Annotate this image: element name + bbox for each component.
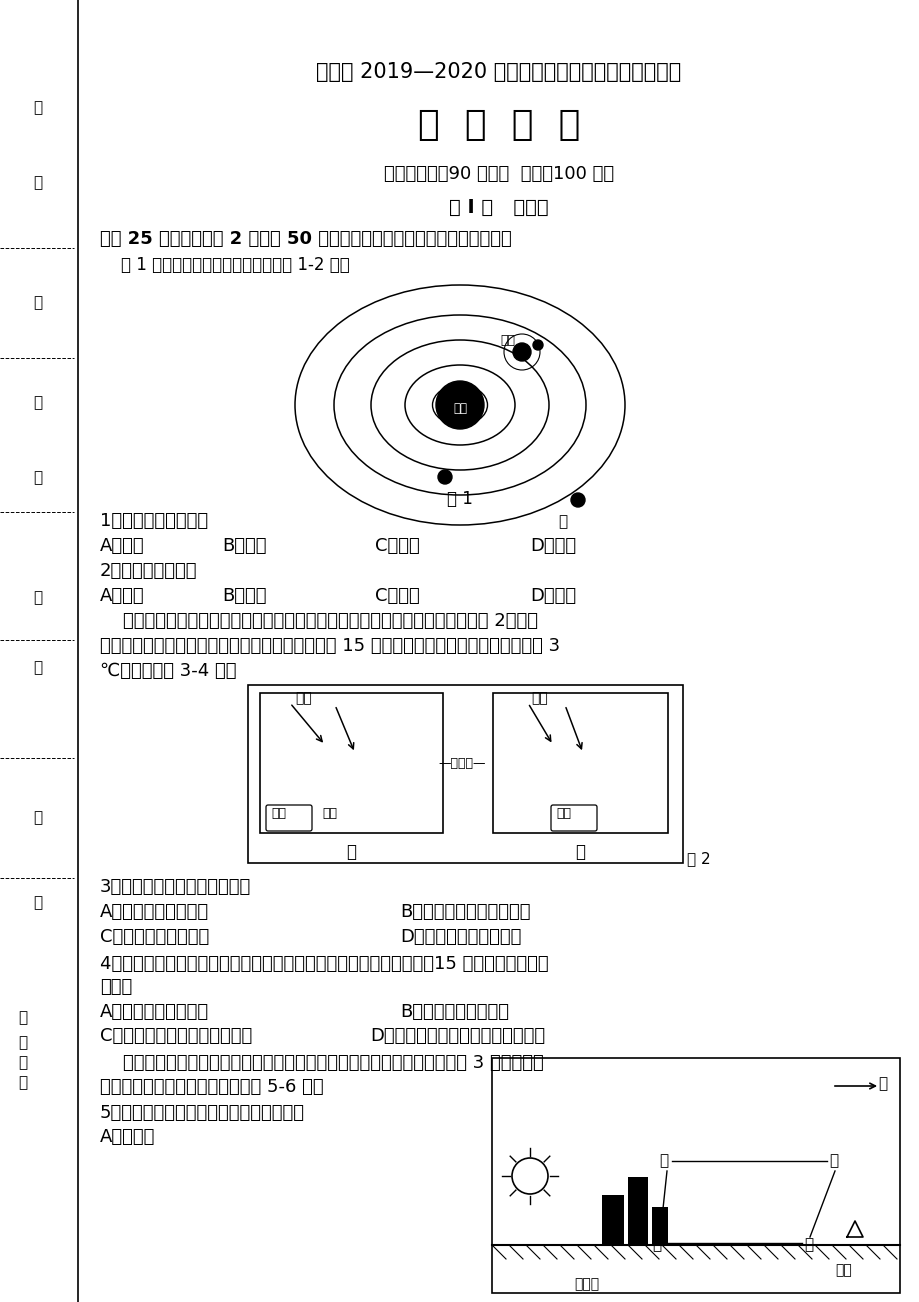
Text: B．甲箱土层辐射作用明显: B．甲箱土层辐射作用明显 — [400, 904, 530, 921]
Text: 4．若其他条件不变，在甲箱底部放入干燥沙子，乙箱底部铺上草皮，15 分钟后下列结论正: 4．若其他条件不变，在甲箱底部放入干燥沙子，乙箱底部铺上草皮，15 分钟后下列结… — [100, 954, 548, 973]
Circle shape — [437, 470, 451, 484]
Bar — [601, 1195, 623, 1245]
Text: 级: 级 — [33, 470, 42, 486]
Text: 图 1 为太阳系局部示意图，读图完成 1-2 题。: 图 1 为太阳系局部示意图，读图完成 1-2 题。 — [100, 256, 349, 273]
Text: ）: ） — [18, 1075, 28, 1090]
Text: 宁德市 2019—2020 学年度第一学期期末高一质量检测: 宁德市 2019—2020 学年度第一学期期末高一质量检测 — [316, 62, 681, 82]
Text: 某学校地理兴趣小组做了如下实验：取两个相同规格的封闭透明玻璃箱（如图 2），甲: 某学校地理兴趣小组做了如下实验：取两个相同规格的封闭透明玻璃箱（如图 2），甲 — [100, 612, 538, 630]
Text: 甲: 甲 — [652, 1237, 661, 1253]
Text: 乙: 乙 — [574, 842, 584, 861]
Bar — [260, 693, 443, 833]
Text: 乙: 乙 — [658, 1154, 667, 1168]
Text: 丙: 丙 — [828, 1154, 837, 1168]
Text: C．乙箱太阳辐射更弱: C．乙箱太阳辐射更弱 — [100, 928, 209, 947]
Text: 底部放一层土，中午把两个玻璃箱同时放在日光下 15 分钟。最后测得甲里的气温比乙高了 3: 底部放一层土，中午把两个玻璃箱同时放在日光下 15 分钟。最后测得甲里的气温比乙… — [100, 637, 560, 655]
Text: D．木星: D．木星 — [529, 587, 575, 605]
Text: ℃。据此完成 3-4 题。: ℃。据此完成 3-4 题。 — [100, 661, 236, 680]
Text: D．四级: D．四级 — [529, 536, 575, 555]
Text: 支架: 支架 — [555, 807, 571, 820]
Text: C．火星: C．火星 — [375, 587, 419, 605]
Circle shape — [436, 381, 483, 428]
Bar — [493, 693, 667, 833]
Text: D．乙箱大气吸热能力差: D．乙箱大气吸热能力差 — [400, 928, 521, 947]
Circle shape — [571, 493, 584, 506]
Bar — [492, 1059, 899, 1293]
Text: 水库及周边地区，由于地面热容量的差异，风向在一天内会发生改变。图 3 为我国某地: 水库及周边地区，由于地面热容量的差异，风向在一天内会发生改变。图 3 为我国某地 — [100, 1055, 543, 1072]
Bar — [248, 685, 682, 863]
Text: 班: 班 — [33, 395, 42, 410]
Text: 5．图示时刻甲处与丁处之间主要的风向是: 5．图示时刻甲处与丁处之间主要的风向是 — [100, 1104, 305, 1122]
Text: A．甲箱的保温作用好: A．甲箱的保温作用好 — [100, 904, 209, 921]
Text: 光线: 光线 — [530, 691, 547, 704]
Text: 太阳: 太阳 — [452, 402, 467, 415]
Text: 名: 名 — [33, 660, 42, 674]
Text: 3．甲箱气温比乙箱高的原因是: 3．甲箱气温比乙箱高的原因是 — [100, 878, 251, 896]
Text: 度假村: 度假村 — [573, 1277, 598, 1292]
Text: C．乙箱气温上升速度快于甲箱: C．乙箱气温上升速度快于甲箱 — [100, 1027, 252, 1046]
Text: —玻璃箱—: —玻璃箱— — [437, 756, 485, 769]
Text: 丁: 丁 — [803, 1237, 812, 1253]
Text: 2．图中的天体甲是: 2．图中的天体甲是 — [100, 562, 198, 579]
Text: 县: 县 — [18, 1010, 28, 1025]
Text: 图 2: 图 2 — [686, 852, 709, 866]
Text: 第 I 卷   选择题: 第 I 卷 选择题 — [448, 198, 549, 217]
Text: A．甲箱气温高于乙箱: A．甲箱气温高于乙箱 — [100, 1003, 209, 1021]
Text: （: （ — [18, 1035, 28, 1049]
Text: 校: 校 — [33, 810, 42, 825]
Text: 姓: 姓 — [33, 590, 42, 605]
Text: （考试时间：90 分钟；  满分：100 分）: （考试时间：90 分钟； 满分：100 分） — [383, 165, 613, 184]
Text: A．水星: A．水星 — [100, 587, 144, 605]
Text: 甲: 甲 — [346, 842, 356, 861]
Text: 支架: 支架 — [271, 807, 286, 820]
Circle shape — [513, 342, 530, 361]
Text: C．三级: C．三级 — [375, 536, 419, 555]
Text: 号: 号 — [33, 174, 42, 190]
Bar — [628, 1177, 647, 1245]
Text: B．乙箱气温高于甲箱: B．乙箱气温高于甲箱 — [400, 1003, 508, 1021]
Text: B．二级: B．二级 — [221, 536, 267, 555]
Text: 市: 市 — [18, 1055, 28, 1070]
Text: D．甲箱与乙箱的气温上升速度一样: D．甲箱与乙箱的气温上升速度一样 — [369, 1027, 545, 1046]
Text: 土层: 土层 — [322, 807, 336, 820]
Bar — [652, 1207, 667, 1245]
Text: 图 1: 图 1 — [447, 490, 472, 508]
Text: B．金星: B．金星 — [221, 587, 267, 605]
Text: A．一级: A．一级 — [100, 536, 144, 555]
Text: 度假村热力环流示意图，据此完成 5-6 题。: 度假村热力环流示意图，据此完成 5-6 题。 — [100, 1078, 323, 1096]
Text: 地  理  试  题: 地 理 试 题 — [417, 108, 580, 142]
Text: 学: 学 — [33, 894, 42, 910]
Circle shape — [532, 340, 542, 350]
Text: 甲: 甲 — [558, 514, 566, 529]
Text: 座: 座 — [33, 100, 42, 115]
Text: 订: 订 — [33, 296, 42, 310]
Text: 光线: 光线 — [295, 691, 312, 704]
Text: A．东北风: A．东北风 — [100, 1128, 155, 1146]
Text: 1．图中天体系统共有: 1．图中天体系统共有 — [100, 512, 208, 530]
Text: 北: 北 — [877, 1075, 886, 1091]
Text: 确的是: 确的是 — [100, 978, 132, 996]
Text: 本卷 25 小题，每小题 2 分，共 50 分。每小题只有一个选项符合题目要求。: 本卷 25 小题，每小题 2 分，共 50 分。每小题只有一个选项符合题目要求。 — [100, 230, 511, 247]
Text: 水库: 水库 — [834, 1263, 851, 1277]
Text: 地球: 地球 — [499, 335, 515, 348]
